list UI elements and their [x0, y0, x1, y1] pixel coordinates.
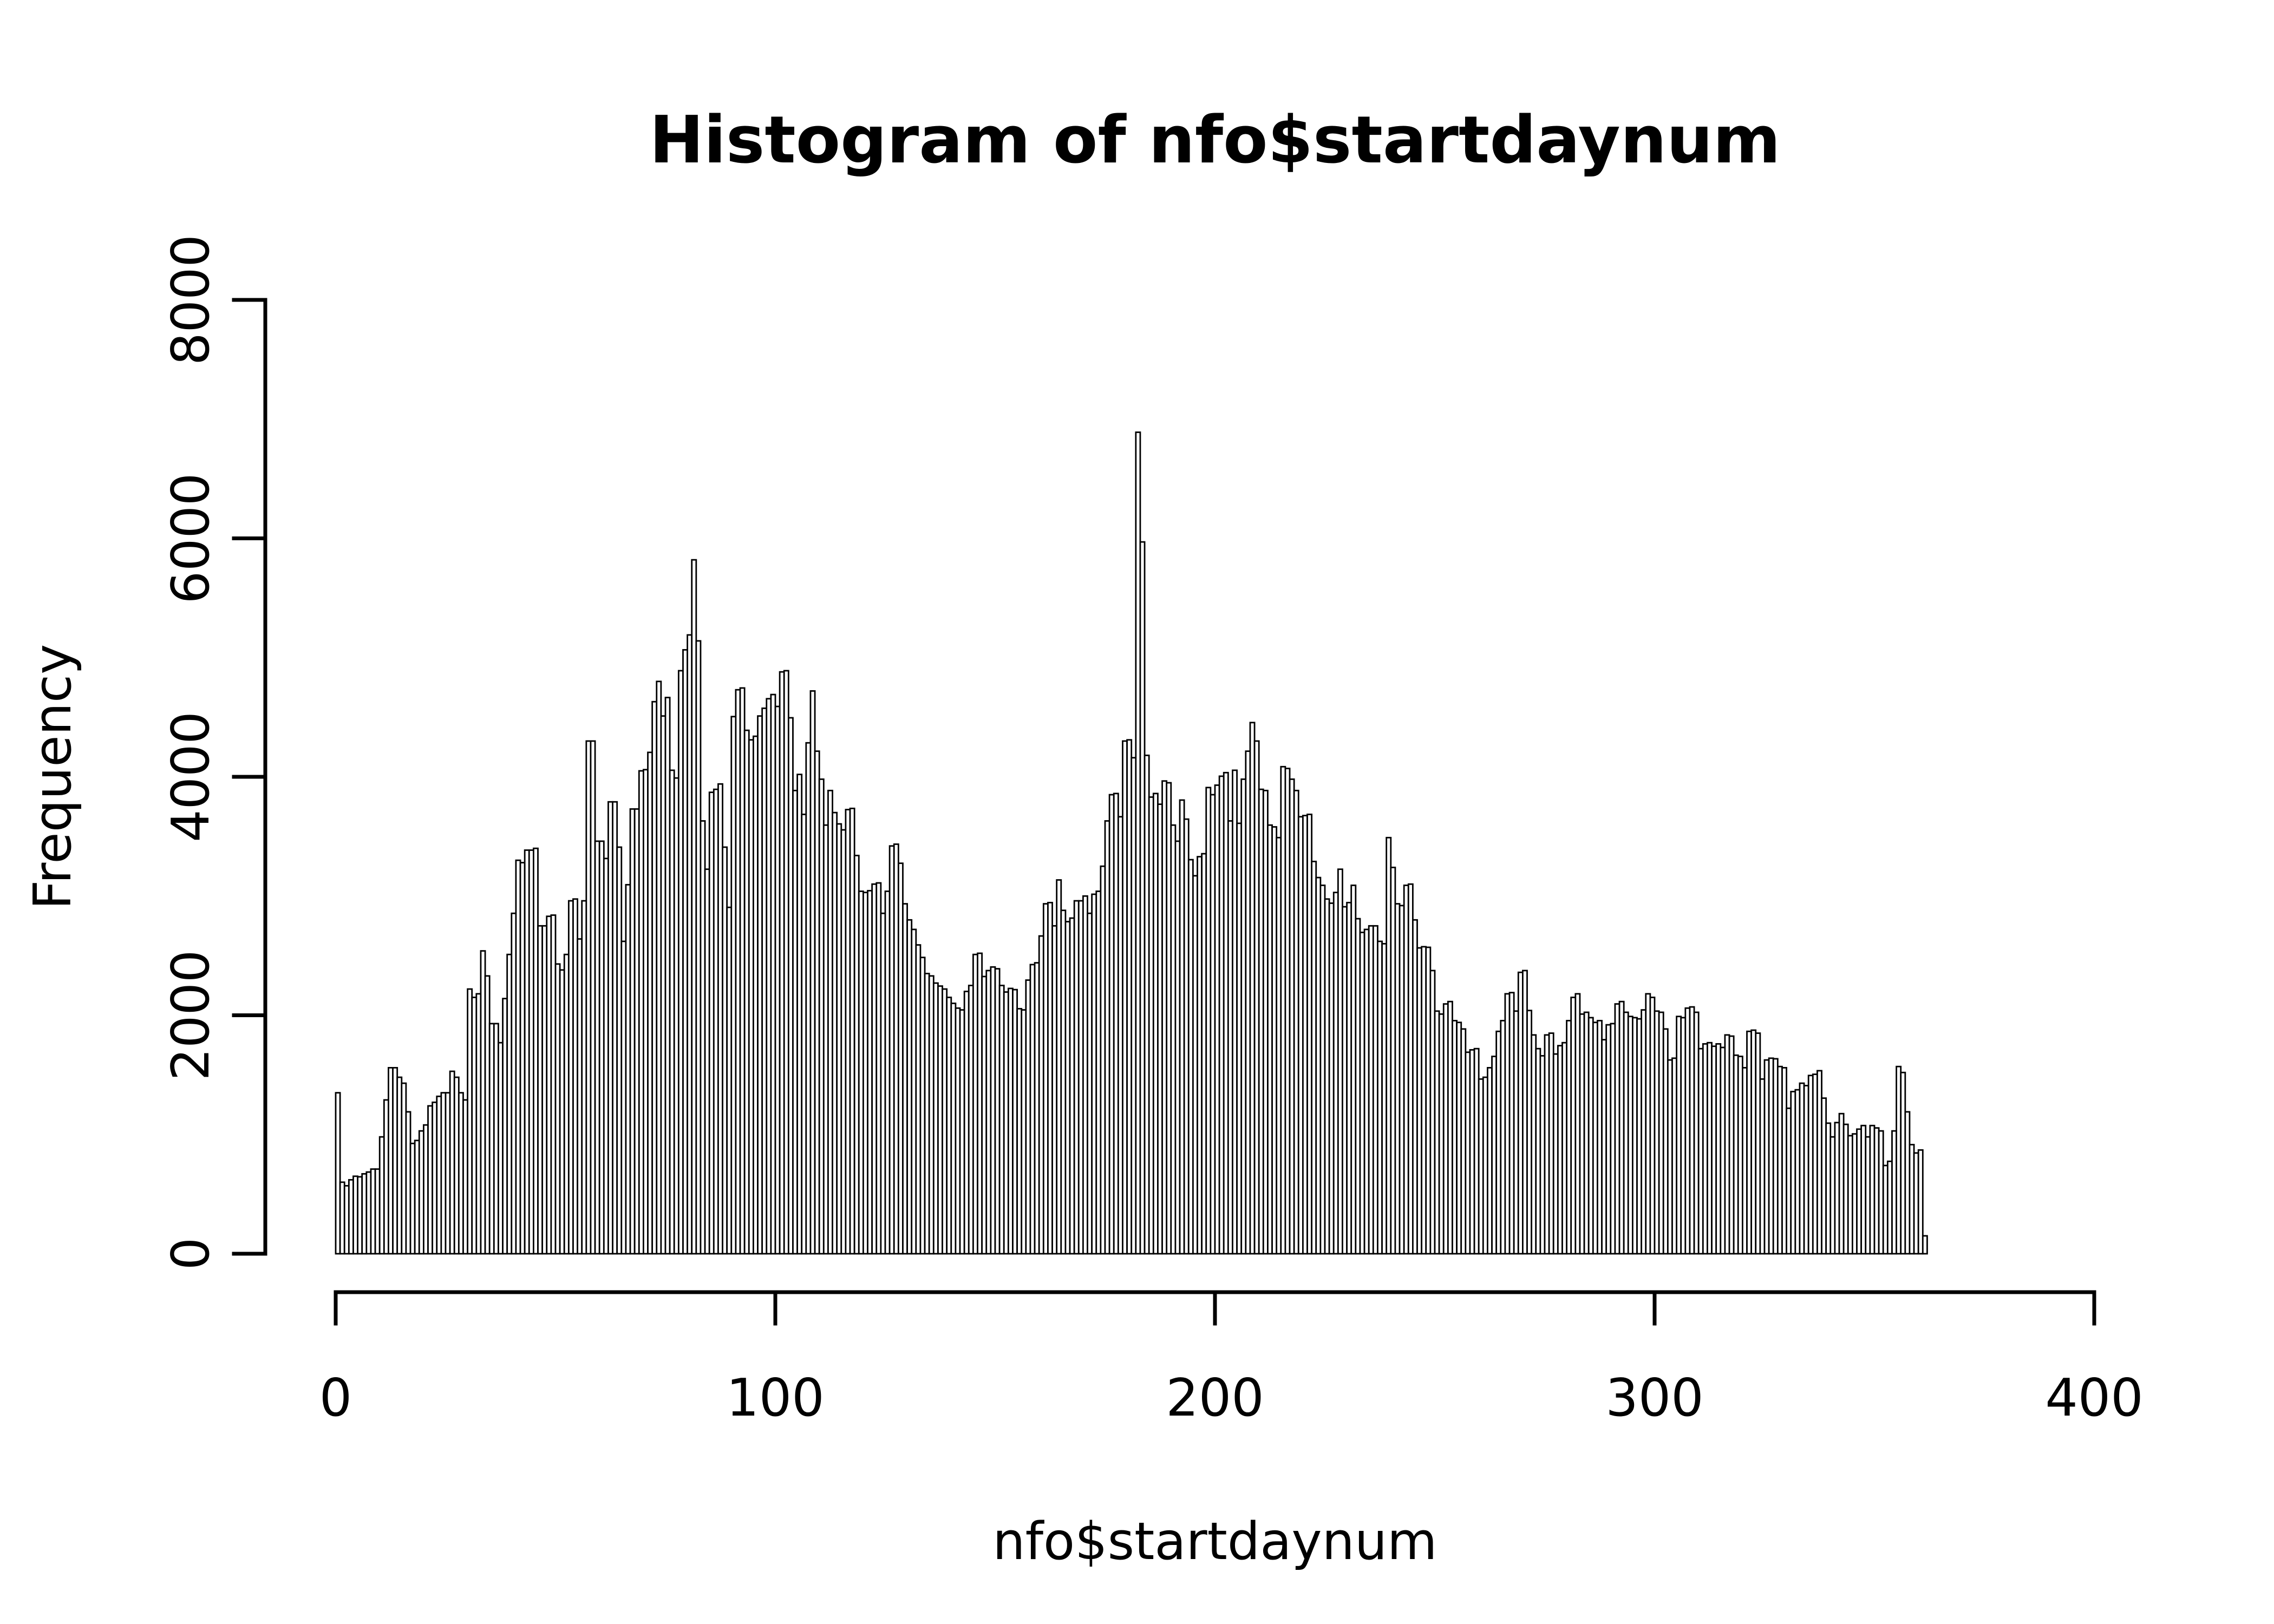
x-tick-label: 400 [2045, 1368, 2143, 1428]
x-tick-label: 200 [1166, 1368, 1264, 1428]
histogram-bar [335, 1092, 341, 1255]
y-tick-label: 4000 [161, 711, 221, 842]
chart-title: Histogram of nfo$startdaynum [649, 103, 1780, 178]
histogram-bar [1917, 1149, 1924, 1255]
axes: 0 2000 4000 6000 8000 0 100 200 300 400 [161, 234, 2144, 1428]
x-tick-label: 100 [726, 1368, 824, 1428]
y-axis-title: Frequency [23, 644, 83, 910]
histogram-bars [335, 431, 1928, 1255]
y-tick-label: 0 [161, 1237, 221, 1270]
y-tick-label: 8000 [161, 234, 221, 365]
x-tick-label: 300 [1605, 1368, 1703, 1428]
y-tick-label: 2000 [161, 950, 221, 1081]
x-tick-label: 0 [319, 1368, 352, 1428]
histogram-bar [1922, 1235, 1928, 1255]
y-tick-label: 6000 [161, 473, 221, 604]
x-axis-title: nfo$startdaynum [992, 1512, 1437, 1571]
